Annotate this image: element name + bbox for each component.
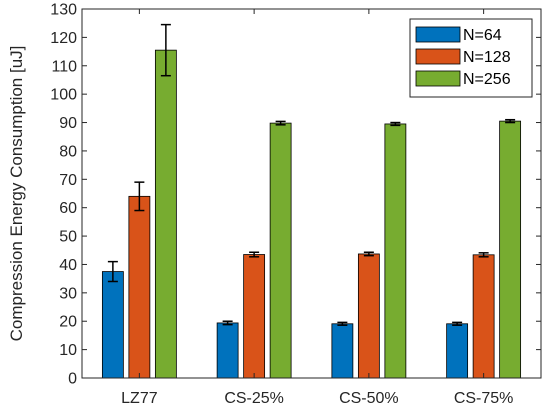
bar-n256-0 [154,49,177,379]
bar-n128-3 [472,254,495,379]
x-tick-label: CS-75% [454,390,514,407]
error-bars-layer [107,23,516,326]
bar-n64-1 [216,322,239,379]
error-bar [134,181,145,212]
x-tick-label: CS-50% [339,390,399,407]
bar-n128-0 [128,195,151,379]
bar-n256-3 [499,120,522,379]
x-tick-label: LZ77 [121,390,158,407]
y-tick-label: 30 [59,285,77,302]
y-axis-label: Compression Energy Consumption [uJ] [7,46,26,342]
error-bar [478,252,489,258]
error-bar [107,260,118,283]
plot-frame [81,8,542,379]
legend-label: N=64 [463,27,502,44]
error-bar [452,321,463,326]
bar-n64-0 [101,271,124,379]
legend-label: N=256 [463,71,511,88]
error-bar [275,120,286,126]
error-bar [337,321,348,326]
x-tick-label: CS-25% [224,390,284,407]
y-tick-label: 110 [51,58,77,75]
error-bar [505,118,516,124]
error-bar [160,23,171,77]
error-bar [222,320,233,326]
error-bar [390,121,401,127]
y-tick-label: 0 [68,371,77,388]
bar-n128-2 [357,253,380,379]
legend: N=64 N=128 N=256 [409,18,533,98]
y-tick-label: 100 [50,87,77,104]
error-bar [249,251,260,258]
legend-swatch [415,26,461,43]
legend-label: N=128 [463,49,511,66]
bar-n256-2 [384,123,407,379]
bar-n128-1 [243,254,266,379]
bar-n256-1 [269,122,292,379]
y-tick-label: 90 [59,115,77,132]
error-bar [363,251,374,257]
y-tick-label: 10 [59,342,77,359]
y-tick-label: 70 [59,172,77,189]
legend-swatch [415,70,461,87]
bar-n64-3 [446,323,469,379]
y-tick-label: 60 [59,200,77,217]
bar-n64-2 [331,323,354,379]
y-tick-label: 80 [59,143,77,160]
y-axis-ticks: 0 10 20 30 40 50 60 70 80 90 100 110 120 130 [50,2,541,388]
x-axis-ticks: LZ77 CS-25% CS-50% CS-75% [121,9,513,407]
y-tick-label: 120 [50,30,77,47]
y-tick-label: 20 [59,314,77,331]
y-tick-label: 130 [50,2,77,19]
bars-layer [101,49,522,379]
legend-swatch [415,48,461,65]
y-tick-label: 40 [59,257,77,274]
y-tick-label: 50 [59,229,77,246]
